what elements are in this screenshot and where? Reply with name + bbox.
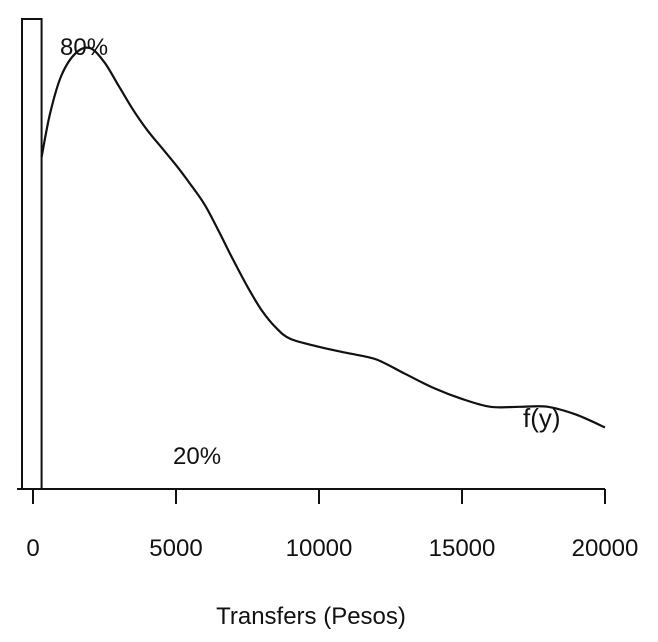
chart-marks xyxy=(21,18,606,490)
x-tick-label: 15000 xyxy=(429,535,496,562)
x-axis-title: Transfers (Pesos) xyxy=(216,603,406,630)
density-curve xyxy=(40,46,606,429)
density-curve-label: f(y) xyxy=(523,403,561,433)
point-mass-bar xyxy=(21,18,43,490)
point-mass-label: 80% xyxy=(60,34,108,61)
x-tick-label: 5000 xyxy=(149,535,202,562)
x-tick-label: 10000 xyxy=(286,535,353,562)
x-tick-label: 0 xyxy=(26,535,39,562)
x-tick-label: 20000 xyxy=(572,535,639,562)
density-mass-label: 20% xyxy=(173,443,221,470)
x-axis: 0 5000 10000 15000 20000 xyxy=(17,488,639,562)
